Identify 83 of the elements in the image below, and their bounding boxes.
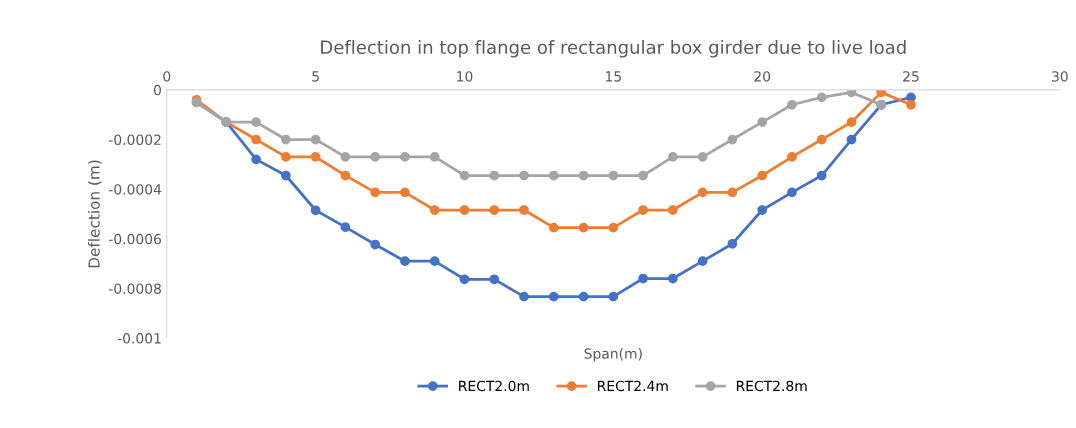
point bbox=[846, 134, 857, 145]
y-tick-label: -0.0006 bbox=[108, 233, 162, 245]
point bbox=[459, 274, 470, 285]
point bbox=[489, 170, 500, 181]
point bbox=[697, 152, 708, 162]
point bbox=[608, 291, 619, 302]
point bbox=[608, 222, 619, 233]
point bbox=[667, 273, 678, 284]
point bbox=[340, 170, 351, 181]
point bbox=[876, 89, 887, 98]
point bbox=[280, 170, 291, 181]
point bbox=[429, 205, 440, 215]
point bbox=[757, 205, 768, 215]
point bbox=[310, 205, 321, 216]
point bbox=[370, 152, 381, 162]
x-tick-label: 25 bbox=[903, 71, 919, 82]
y-tick-label: 0 bbox=[154, 84, 161, 96]
point bbox=[548, 222, 559, 233]
x-tick-label: 30 bbox=[1052, 71, 1068, 82]
point bbox=[548, 170, 559, 181]
x-axis-title: Span(m) bbox=[584, 348, 642, 362]
point bbox=[638, 273, 648, 284]
point bbox=[400, 256, 410, 267]
chart-title: Deflection in top flange of rectangular box girder due to live load bbox=[321, 40, 906, 58]
point bbox=[757, 117, 768, 128]
y-tick-label: -0.0004 bbox=[108, 184, 162, 195]
point bbox=[727, 134, 738, 145]
point bbox=[667, 152, 678, 162]
point bbox=[370, 239, 381, 250]
point bbox=[340, 222, 351, 233]
point bbox=[251, 117, 261, 128]
x-tick-label: 10 bbox=[457, 71, 473, 82]
point bbox=[400, 187, 410, 198]
x-tick-label: 0 bbox=[163, 71, 171, 82]
point bbox=[757, 170, 768, 181]
y-tick-label: -0.0002 bbox=[108, 134, 161, 145]
point bbox=[816, 134, 827, 145]
point bbox=[638, 205, 648, 215]
point bbox=[727, 238, 738, 249]
point bbox=[519, 291, 529, 302]
point bbox=[251, 154, 261, 165]
point bbox=[548, 291, 559, 302]
point bbox=[667, 205, 678, 215]
legend-label: RECT2.4m bbox=[598, 380, 668, 392]
y-tick-label: -0.001 bbox=[117, 333, 161, 344]
point bbox=[787, 187, 797, 198]
point bbox=[370, 187, 381, 198]
point bbox=[727, 187, 738, 198]
x-tick-label: 15 bbox=[606, 71, 621, 82]
point bbox=[280, 152, 291, 162]
point bbox=[400, 152, 410, 162]
point bbox=[906, 99, 916, 110]
point bbox=[519, 170, 529, 181]
point bbox=[489, 205, 500, 215]
point bbox=[429, 152, 440, 162]
point bbox=[816, 170, 827, 181]
point bbox=[459, 170, 470, 181]
point bbox=[429, 256, 440, 267]
point bbox=[608, 170, 619, 181]
point bbox=[816, 92, 827, 103]
point bbox=[459, 205, 470, 215]
point bbox=[787, 99, 797, 110]
point bbox=[310, 134, 321, 145]
legend-label: RECT2.0m bbox=[459, 380, 529, 392]
point bbox=[638, 170, 648, 181]
point bbox=[251, 134, 261, 145]
point bbox=[280, 134, 291, 145]
y-axis-title: Deflection (m) bbox=[87, 160, 102, 268]
point bbox=[846, 117, 857, 128]
x-tick-label: 5 bbox=[312, 71, 319, 82]
y-tick-label: -0.0008 bbox=[108, 283, 161, 294]
x-tick-label: 20 bbox=[754, 71, 771, 82]
point bbox=[519, 205, 529, 215]
point bbox=[578, 170, 589, 181]
point bbox=[697, 256, 708, 267]
point bbox=[578, 222, 589, 233]
point bbox=[578, 291, 589, 302]
point bbox=[697, 187, 708, 198]
point bbox=[310, 152, 321, 162]
point bbox=[787, 152, 797, 162]
point bbox=[340, 152, 351, 162]
point bbox=[489, 274, 500, 285]
legend-label: RECT2.8m bbox=[736, 380, 807, 392]
